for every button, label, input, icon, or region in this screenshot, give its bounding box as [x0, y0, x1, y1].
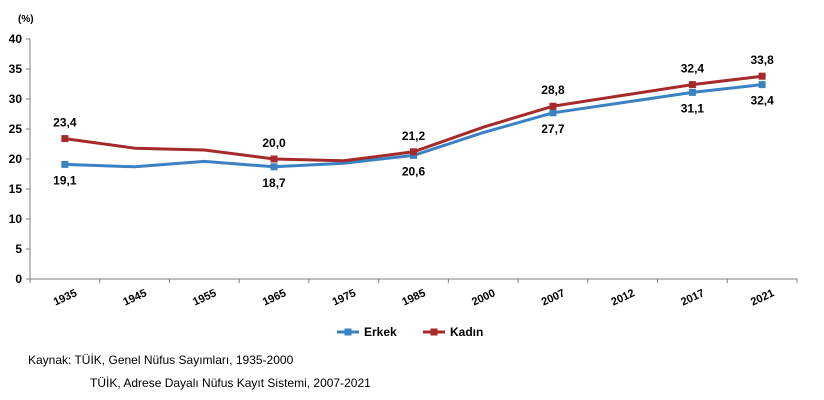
data-point-erkek: [270, 163, 278, 171]
x-tick-label: 1965: [261, 287, 288, 308]
data-label: 19,1: [53, 173, 77, 187]
data-point-erkek: [549, 109, 557, 117]
y-tick-label: 25: [9, 122, 23, 136]
data-point-kadın: [61, 135, 69, 143]
y-tick-label: 0: [15, 272, 22, 286]
data-label: 33,8: [750, 53, 774, 67]
data-point-kadın: [410, 148, 417, 156]
x-tick-label: 1935: [52, 287, 79, 308]
x-tick-label: 2012: [609, 287, 636, 308]
data-point-kadın: [270, 155, 278, 163]
legend-marker-kadın: [430, 328, 438, 336]
x-tick-label: 2000: [470, 287, 497, 308]
data-point-kadın: [688, 81, 696, 89]
chart-axes: 0 5 10 15 20 25 30 35 40 (%) 1935 1945 1955 1965 1975 1…: [9, 14, 798, 309]
data-point-erkek: [688, 88, 696, 96]
data-point-erkek: [410, 151, 417, 159]
x-tick-label: 1955: [191, 287, 218, 308]
data-label: 31,1: [681, 101, 705, 115]
x-tick-label: 2007: [540, 287, 567, 308]
y-tick-label: 20: [9, 152, 23, 166]
data-label: 21,2: [402, 129, 426, 143]
data-point-kadın: [549, 102, 557, 110]
source-line-1: Kaynak: TÜİK, Genel Nüfus Sayımları, 193…: [28, 353, 294, 367]
y-tick-label: 40: [9, 32, 23, 46]
chart-lines: [61, 72, 766, 171]
data-point-erkek: [61, 160, 69, 168]
data-label: 23,4: [53, 116, 77, 130]
data-label: 32,4: [681, 62, 705, 76]
chart-legend: Erkek Kadın: [337, 325, 483, 339]
series-line-kadın: [63, 74, 764, 163]
data-point-erkek: [758, 81, 766, 89]
legend-marker-erkek: [344, 328, 352, 336]
y-tick-label: 35: [9, 62, 23, 76]
data-label: 27,7: [541, 122, 565, 136]
data-label: 20,6: [402, 164, 426, 178]
data-point-kadın: [758, 72, 766, 80]
y-tick-label: 30: [9, 92, 23, 106]
source-line-2: TÜİK, Adrese Dayalı Nüfus Kayıt Sistemi,…: [90, 376, 371, 390]
x-tick-label: 1985: [400, 287, 427, 308]
y-tick-label: 15: [9, 182, 23, 196]
x-tick-label: 1945: [121, 287, 148, 308]
y-tick-label: 10: [9, 212, 23, 226]
data-label: 28,8: [541, 83, 565, 97]
x-tick-label: 2017: [679, 287, 706, 308]
x-tick-label: 1975: [331, 287, 358, 308]
legend-label-erkek: Erkek: [364, 325, 397, 339]
x-tick-label: 2021: [749, 287, 776, 308]
legend-label-kadın: Kadın: [450, 325, 483, 339]
data-label: 18,7: [262, 176, 286, 190]
y-tick-label: 5: [15, 242, 22, 256]
data-label: 20,0: [262, 136, 286, 150]
data-labels: 19,1 18,7 20,6 27,7 31,1 32,4 23,4 20,0 21,2 28,8…: [53, 53, 774, 190]
y-unit-label: (%): [18, 14, 34, 25]
data-label: 32,4: [750, 94, 774, 108]
